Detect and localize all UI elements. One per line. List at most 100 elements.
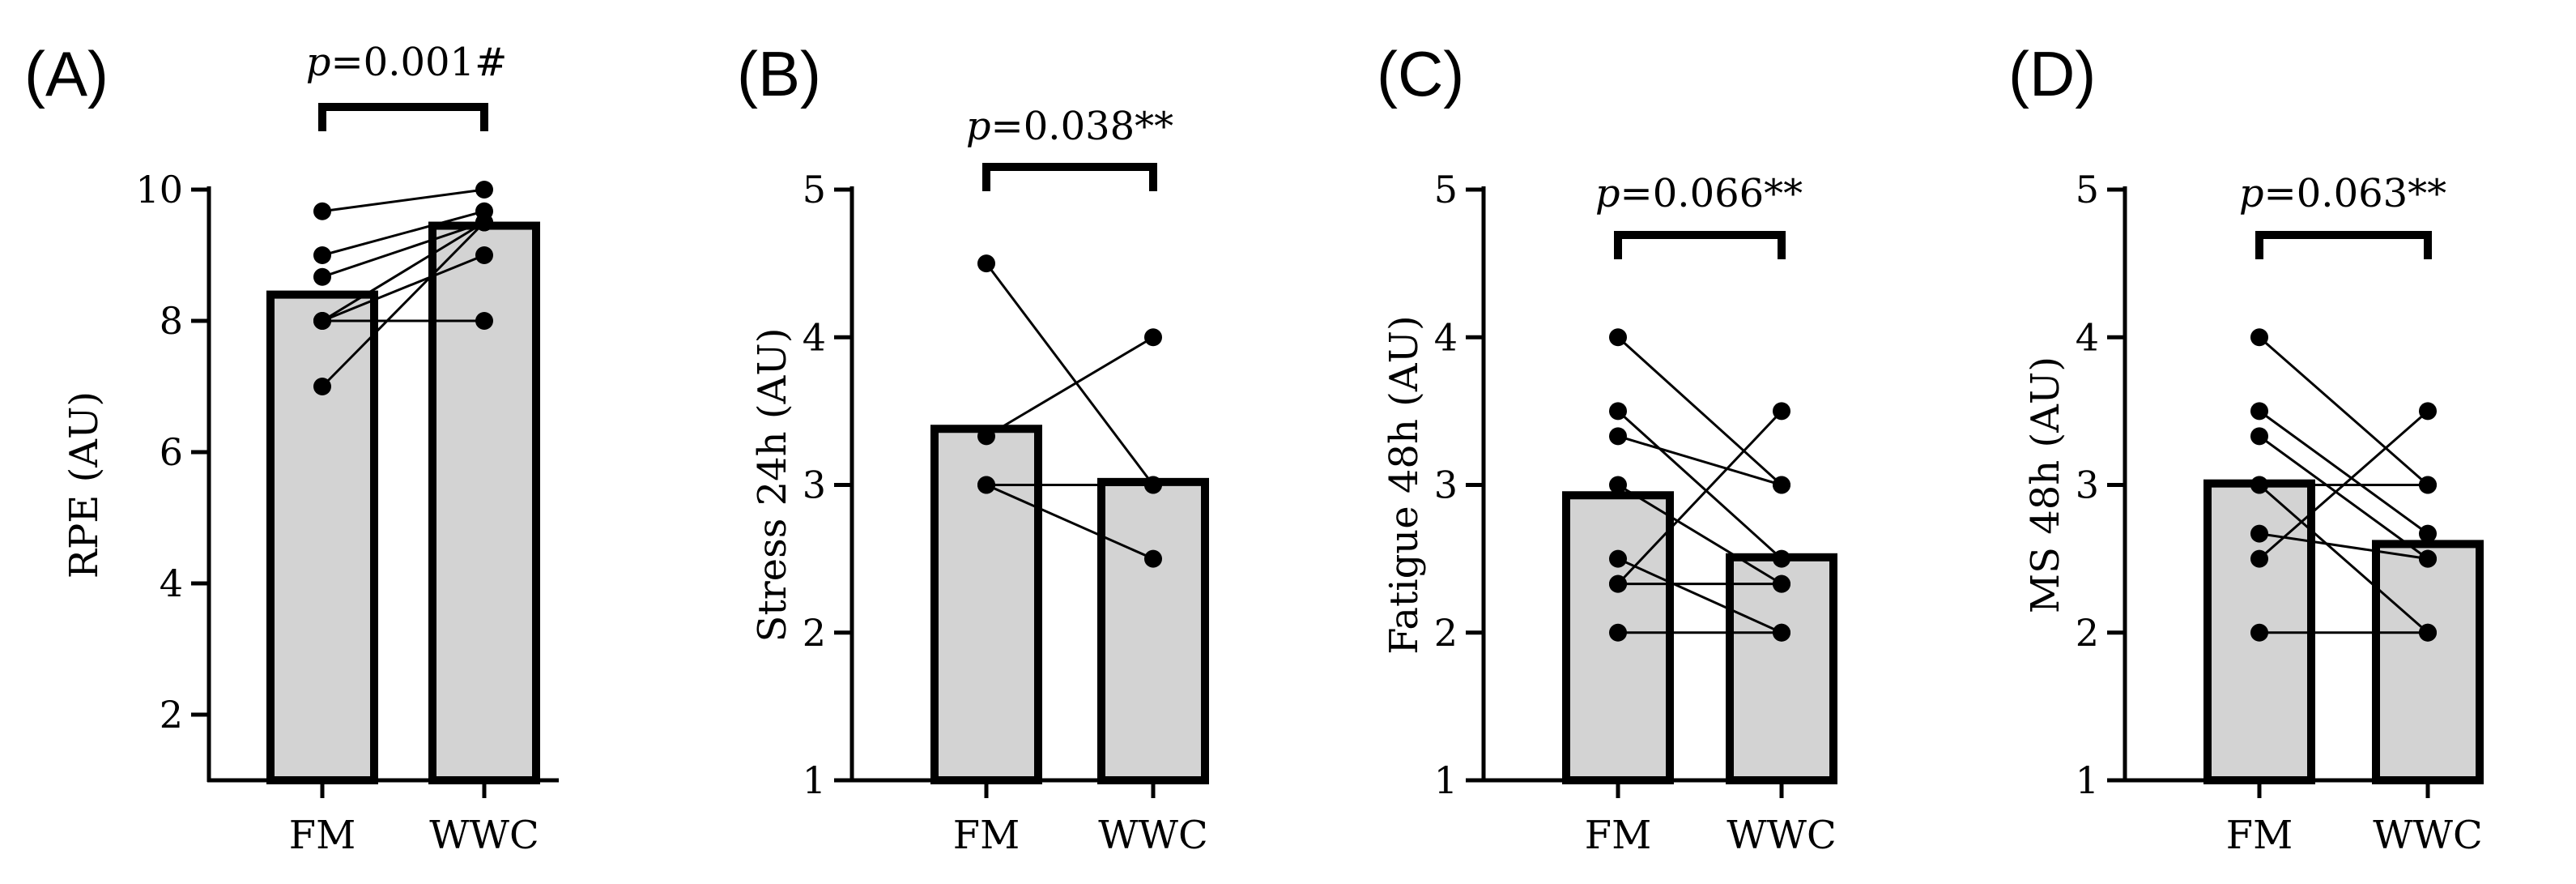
p-value-text: =0.066** xyxy=(1620,171,1803,216)
y-tick-label: 10 xyxy=(135,168,183,211)
panel-letter: (A) xyxy=(24,38,109,109)
y-tick-label: 1 xyxy=(803,758,826,802)
data-point xyxy=(2250,524,2268,543)
data-point xyxy=(1773,574,1790,593)
data-point xyxy=(977,254,995,273)
data-point xyxy=(2250,402,2268,421)
x-tick-label: FM xyxy=(289,813,356,858)
data-point xyxy=(313,267,331,286)
p-value-label: p=0.038** xyxy=(966,104,1173,149)
paired-line xyxy=(321,254,485,322)
data-point xyxy=(2250,328,2268,347)
significance-bracket xyxy=(982,163,1157,191)
bar-fm xyxy=(266,290,378,785)
paired-line xyxy=(986,335,1154,438)
chart-panel-c: (C) 1 2 3 4 5 FM WWC Fatigue 48h (AU) p=0.066** xyxy=(1377,38,1837,858)
chart-panel-b: (B) 1 2 3 4 5 FM WWC Stress 24h (AU) p=0.038** xyxy=(737,38,1209,858)
data-point xyxy=(1144,328,1162,347)
data-point xyxy=(1773,549,1790,568)
y-tick-label: 4 xyxy=(160,562,183,605)
data-point xyxy=(313,312,331,330)
data-point xyxy=(313,202,331,220)
paired-line xyxy=(321,221,485,322)
paired-line xyxy=(1616,410,1783,585)
data-point xyxy=(1144,549,1162,568)
x-tick-label: WWC xyxy=(1727,813,1836,858)
data-point xyxy=(1773,476,1790,494)
paired-line xyxy=(321,221,485,279)
data-point xyxy=(977,476,995,494)
paired-line xyxy=(1617,557,1782,634)
paired-line xyxy=(1617,434,1782,486)
data-point xyxy=(475,246,493,264)
y-tick-label: 1 xyxy=(1434,758,1458,802)
data-point xyxy=(475,181,493,199)
data-point xyxy=(1144,476,1162,494)
data-point xyxy=(2250,549,2268,568)
data-point xyxy=(2419,476,2437,494)
data-point xyxy=(1609,623,1627,642)
data-point xyxy=(475,213,493,232)
y-tick-label: 4 xyxy=(803,315,826,359)
p-value-text: =0.063** xyxy=(2264,171,2447,216)
y-tick-label: 3 xyxy=(1434,463,1458,507)
paired-line xyxy=(321,210,485,257)
y-tick-label: 2 xyxy=(803,611,826,655)
y-tick-label: 2 xyxy=(1434,611,1458,655)
x-tick-label: FM xyxy=(1585,813,1651,858)
data-point xyxy=(2419,402,2437,421)
significance-bracket xyxy=(1614,231,1786,259)
paired-line xyxy=(1617,484,1782,585)
y-tick-label: 6 xyxy=(160,430,183,474)
paired-line xyxy=(2259,484,2429,634)
y-axis-title: MS 48h (AU) xyxy=(2023,357,2068,613)
y-tick-label: 3 xyxy=(803,463,826,507)
x-tick-label: WWC xyxy=(1098,813,1207,858)
y-axis-title: RPE (AU) xyxy=(62,391,107,579)
chart-panel-a: (A) 2 4 6 8 10 FM WWC RPE (AU) p=0.001# xyxy=(24,38,559,858)
data-point xyxy=(1609,574,1627,593)
data-point xyxy=(2250,476,2268,494)
data-point xyxy=(2419,524,2437,543)
x-tick-label: WWC xyxy=(2373,813,2482,858)
data-point xyxy=(313,378,331,395)
paired-line xyxy=(2259,532,2429,561)
bar-wwc xyxy=(428,221,540,784)
significance-bracket xyxy=(318,103,488,131)
p-value-prefix: p xyxy=(1595,171,1620,216)
bar-wwc xyxy=(1726,553,1837,784)
y-tick-label: 4 xyxy=(1434,315,1458,359)
y-tick-label: 4 xyxy=(2076,315,2099,359)
y-tick-label: 5 xyxy=(1434,168,1458,211)
data-point xyxy=(1609,427,1627,446)
panel-letter: (C) xyxy=(1377,38,1464,109)
x-tick-label: WWC xyxy=(429,813,539,858)
paired-line xyxy=(321,188,485,213)
chart-panel-d: (D) 1 2 3 4 5 FM WWC MS 48h (AU) p=0.063** xyxy=(2008,38,2484,858)
bar-wwc xyxy=(1097,477,1209,784)
data-point xyxy=(313,246,331,264)
paired-line xyxy=(986,484,1154,560)
paired-line xyxy=(2259,336,2429,486)
data-point xyxy=(2419,549,2437,568)
paired-line xyxy=(985,263,1155,486)
p-value-prefix: p xyxy=(2239,171,2264,216)
paired-line xyxy=(1616,410,1783,560)
y-tick-label: 2 xyxy=(2076,611,2099,655)
p-value-label: p=0.063** xyxy=(2239,171,2446,216)
y-tick-label: 8 xyxy=(160,299,183,343)
data-point xyxy=(475,312,493,330)
p-value-prefix: p xyxy=(306,40,331,85)
y-tick-label: 3 xyxy=(2076,463,2099,507)
paired-line xyxy=(1616,336,1783,486)
panel-letter: (B) xyxy=(737,38,821,109)
y-axis-title: Fatigue 48h (AU) xyxy=(1382,315,1427,654)
p-value-text: =0.038** xyxy=(991,104,1174,149)
x-tick-label: FM xyxy=(953,813,1020,858)
data-point xyxy=(977,427,995,446)
paired-line xyxy=(2259,410,2429,535)
p-value-text: =0.001# xyxy=(330,40,507,85)
paired-line xyxy=(321,221,486,388)
y-axis-title: Stress 24h (AU) xyxy=(750,328,795,643)
